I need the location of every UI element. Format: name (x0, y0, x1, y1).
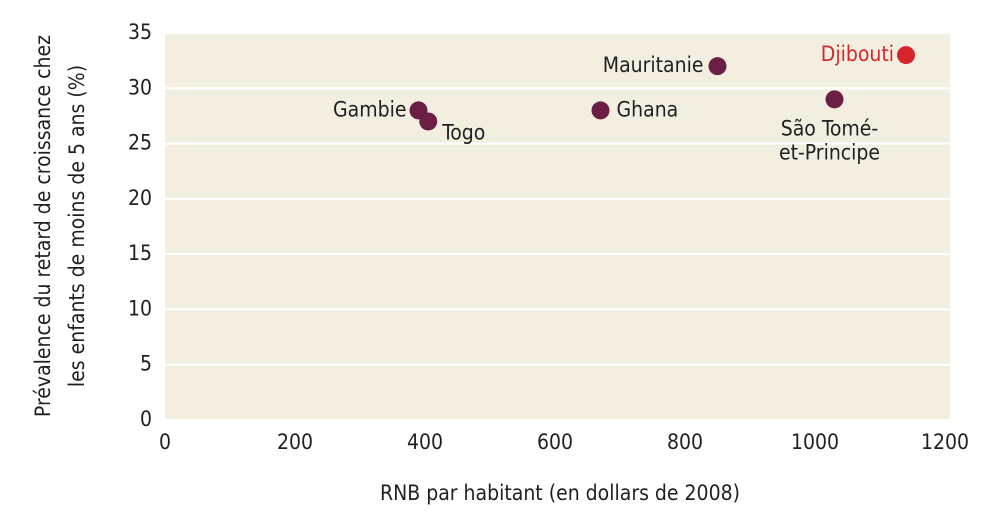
point-label: São Tomé- (781, 116, 879, 140)
x-axis-label: RNB par habitant (en dollars de 2008) (380, 481, 740, 505)
x-tick-label: 800 (667, 430, 703, 454)
point (897, 46, 915, 65)
point-label: Gambie (333, 97, 407, 121)
x-tick-label: 0 (159, 430, 171, 454)
point-label: Ghana (617, 97, 679, 121)
y-axis-label: Prévalence du retard de croissance chez (31, 35, 55, 417)
point (825, 90, 844, 109)
x-tick-label: 200 (277, 430, 313, 454)
point-label: Djibouti (821, 42, 894, 66)
y-tick-label: 5 (140, 352, 152, 376)
y-tick-label: 35 (128, 20, 152, 44)
y-axis-label: les enfants de moins de 5 ans (%) (65, 65, 89, 387)
point (419, 112, 438, 131)
point-label: et-Principe (779, 140, 880, 164)
y-tick-label: 30 (128, 75, 152, 99)
y-tick-label: 15 (128, 241, 152, 265)
point-label: Mauritanie (603, 53, 704, 77)
y-tick-label: 20 (128, 186, 152, 210)
y-tick-label: 25 (128, 131, 152, 155)
point (591, 101, 610, 120)
x-tick-label: 1200 (921, 430, 969, 454)
x-tick-label: 400 (407, 430, 443, 454)
x-tick-label: 1000 (791, 430, 839, 454)
y-tick-label: 10 (128, 296, 152, 320)
y-tick-label: 0 (140, 407, 152, 431)
point (708, 57, 727, 76)
x-tick-label: 600 (537, 430, 573, 454)
point-label: Togo (441, 120, 485, 144)
plot-area (165, 33, 950, 420)
